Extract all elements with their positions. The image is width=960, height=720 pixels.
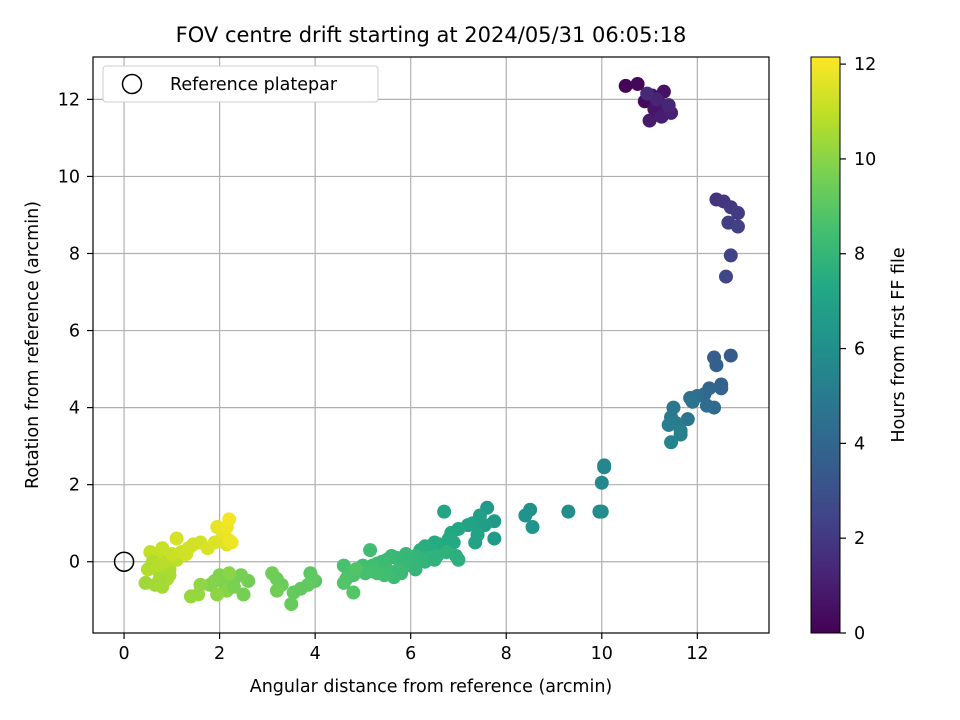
x-tick-label: 8	[501, 644, 512, 664]
data-point	[210, 587, 225, 602]
x-axis-ticks: 0 2 4 6 8 10 12	[118, 633, 708, 664]
data-point	[222, 566, 237, 581]
y-axis-ticks: 0 2 4 6 8 10 12	[58, 90, 93, 573]
data-point	[446, 535, 461, 550]
reference-marker	[113, 551, 135, 572]
x-tick-label: 4	[310, 644, 321, 664]
data-point	[630, 76, 645, 91]
data-point	[714, 381, 729, 396]
data-point	[150, 558, 165, 573]
data-point	[363, 543, 378, 558]
data-point	[664, 435, 679, 450]
data-point	[680, 412, 695, 427]
data-point	[265, 566, 280, 581]
legend: Reference platepar	[102, 65, 379, 103]
data-point	[226, 579, 241, 594]
data-point	[468, 535, 483, 550]
colorbar-tick-label: 6	[854, 340, 865, 360]
data-point	[269, 583, 284, 598]
data-point	[336, 575, 351, 590]
data-point	[673, 427, 688, 442]
scatter-points	[138, 76, 745, 612]
colorbar-tick-label: 0	[854, 624, 865, 644]
data-point	[709, 358, 724, 373]
data-point	[236, 587, 251, 602]
colorbar-tick-label: 10	[854, 150, 876, 170]
colorbar-ticks: 0 2 4 6 8 10 12	[840, 55, 876, 644]
data-point	[661, 98, 676, 113]
colorbar-tick-label: 2	[854, 529, 865, 549]
data-point	[518, 508, 533, 523]
x-axis-label: Angular distance from reference (arcmin)	[250, 677, 613, 697]
data-point	[661, 417, 676, 432]
legend-box	[102, 65, 379, 103]
legend-entry: Reference platepar	[170, 75, 338, 95]
data-point	[222, 512, 237, 527]
data-point	[685, 394, 700, 409]
data-point	[179, 547, 194, 562]
data-point	[391, 562, 406, 577]
data-point	[427, 552, 442, 567]
data-point	[699, 398, 714, 413]
data-point	[730, 206, 745, 221]
y-tick-label: 8	[69, 244, 80, 264]
colorbar	[810, 56, 841, 634]
data-point	[224, 535, 239, 550]
y-tick-label: 6	[69, 322, 80, 342]
data-point	[642, 113, 657, 128]
x-tick-label: 10	[591, 644, 613, 664]
colorbar-tick-label: 12	[854, 55, 876, 75]
data-point	[618, 78, 633, 93]
data-point	[487, 531, 502, 546]
data-point	[597, 460, 612, 475]
data-point	[561, 504, 576, 519]
data-point	[169, 531, 184, 546]
data-point	[594, 504, 609, 519]
data-point	[723, 248, 738, 263]
y-axis-label: Rotation from reference (arcmin)	[23, 201, 43, 489]
colorbar-tick-label: 8	[854, 245, 865, 265]
data-point	[594, 475, 609, 490]
y-tick-label: 4	[69, 399, 80, 419]
y-tick-label: 2	[69, 476, 80, 496]
data-point	[451, 552, 466, 567]
data-point	[437, 504, 452, 519]
legend-marker-icon	[121, 73, 143, 95]
y-tick-label: 10	[58, 167, 80, 187]
plot-frame	[92, 56, 770, 634]
data-point	[348, 562, 363, 577]
y-tick-label: 0	[69, 553, 80, 573]
data-point	[640, 86, 655, 101]
data-point	[286, 585, 301, 600]
x-tick-label: 0	[118, 644, 129, 664]
data-point	[284, 597, 299, 612]
data-point	[719, 269, 734, 284]
x-tick-label: 6	[405, 644, 416, 664]
colorbar-tick-label: 4	[854, 434, 865, 454]
data-point	[723, 348, 738, 363]
data-point	[183, 589, 198, 604]
y-tick-label: 12	[58, 90, 80, 110]
colorbar-label: Hours from first FF file	[889, 247, 909, 442]
chart-title: FOV centre drift starting at 2024/05/31 …	[176, 23, 687, 47]
data-point	[525, 520, 540, 535]
data-point	[346, 585, 361, 600]
data-point	[152, 572, 167, 587]
x-tick-label: 2	[214, 644, 225, 664]
x-tick-label: 12	[686, 644, 708, 664]
data-point	[730, 219, 745, 234]
